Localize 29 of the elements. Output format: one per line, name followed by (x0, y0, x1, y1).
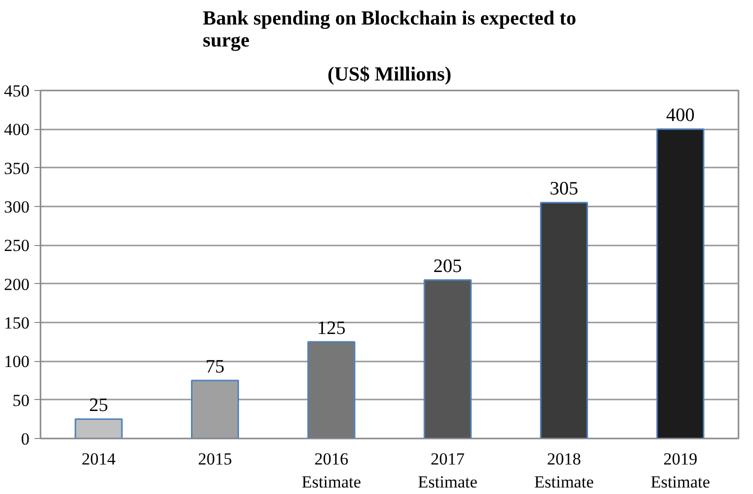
y-tick-label: 50 (12, 390, 30, 410)
y-tick-label: 200 (4, 274, 30, 294)
data-label: 305 (550, 178, 578, 200)
x-tick-label: 2019 Estimate (650, 450, 710, 492)
data-label: 25 (89, 395, 108, 416)
y-tick-label: 300 (4, 198, 30, 216)
x-tick-label: 2016 Estimate (302, 450, 362, 492)
y-tick-label: 150 (4, 314, 30, 332)
x-tick-label: 2018 Estimate (534, 450, 594, 492)
data-label: 75 (206, 356, 224, 378)
bar (74, 418, 123, 438)
y-tick-label: 250 (4, 236, 30, 256)
y-tick-label: 0 (21, 430, 30, 448)
x-tick-label: 2017 Estimate (418, 450, 478, 492)
chart-title: Bank spending on Blockchain is expected to surge (202, 8, 576, 52)
bar (656, 128, 704, 438)
y-tick-label: 350 (4, 158, 30, 178)
bar (424, 279, 472, 438)
data-label: 400 (666, 105, 695, 126)
x-tick-label: 2015 (198, 450, 232, 468)
bar (540, 202, 588, 438)
data-label: 205 (433, 256, 462, 277)
chart-subtitle: (US$ Millions) (328, 64, 452, 86)
x-tick-label: 2014 (82, 450, 116, 468)
y-tick-label: 450 (4, 82, 30, 100)
data-label: 125 (317, 318, 346, 339)
bar (307, 341, 356, 438)
y-tick-label: 100 (4, 352, 30, 372)
y-tick-label: 400 (4, 120, 30, 140)
